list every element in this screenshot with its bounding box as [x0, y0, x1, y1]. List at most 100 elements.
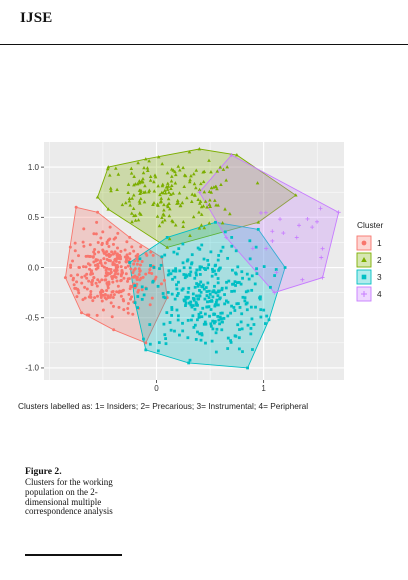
point-cluster-3 — [241, 350, 244, 354]
point-cluster-2 — [224, 178, 228, 182]
point-cluster-1 — [99, 236, 103, 240]
point-cluster-2 — [127, 196, 132, 200]
point-cluster-2 — [108, 186, 113, 190]
point-cluster-3 — [249, 305, 253, 309]
x-tick-label: 1 — [261, 384, 266, 393]
point-cluster-3 — [265, 314, 269, 318]
point-cluster-3 — [171, 269, 175, 273]
point-cluster-3 — [204, 322, 208, 326]
point-cluster-3 — [181, 261, 185, 265]
point-cluster-2 — [167, 201, 171, 205]
point-cluster-2 — [209, 190, 214, 194]
point-cluster-1 — [115, 253, 119, 257]
point-cluster-1 — [107, 238, 111, 242]
point-cluster-2 — [188, 233, 192, 237]
point-cluster-1 — [89, 290, 93, 294]
point-cluster-2 — [169, 192, 173, 196]
point-cluster-1 — [148, 268, 152, 272]
point-cluster-1 — [124, 260, 128, 264]
point-cluster-3 — [248, 239, 252, 243]
point-cluster-1 — [123, 255, 127, 259]
point-cluster-3 — [245, 272, 249, 276]
point-cluster-1 — [103, 251, 107, 255]
point-cluster-1 — [77, 254, 81, 258]
point-cluster-3 — [207, 289, 211, 293]
point-cluster-3 — [206, 300, 209, 304]
point-cluster-3 — [174, 267, 178, 271]
point-cluster-3 — [200, 332, 204, 335]
point-cluster-3 — [230, 236, 234, 239]
point-cluster-3 — [243, 296, 247, 300]
point-cluster-3 — [214, 300, 218, 304]
point-cluster-3 — [251, 348, 254, 351]
point-cluster-4 — [264, 246, 269, 251]
point-cluster-3 — [216, 315, 220, 318]
point-cluster-4 — [319, 255, 324, 260]
point-cluster-1 — [110, 250, 114, 254]
point-cluster-1 — [137, 288, 141, 292]
point-cluster-3 — [182, 266, 186, 270]
point-cluster-3 — [197, 312, 201, 316]
point-cluster-2 — [129, 166, 134, 170]
point-cluster-1 — [89, 293, 93, 297]
point-cluster-1 — [96, 210, 100, 214]
point-cluster-3 — [184, 304, 187, 307]
point-cluster-1 — [100, 241, 104, 245]
point-cluster-3 — [239, 282, 243, 286]
point-cluster-1 — [128, 235, 132, 239]
point-cluster-3 — [144, 287, 148, 291]
point-cluster-3 — [198, 273, 202, 276]
point-cluster-3 — [227, 279, 231, 283]
point-cluster-3 — [181, 329, 185, 333]
figure-label: Figure 2. — [25, 466, 62, 477]
point-cluster-1 — [96, 264, 100, 268]
point-cluster-2 — [220, 221, 225, 225]
point-cluster-1 — [131, 271, 135, 275]
point-cluster-2 — [108, 173, 112, 177]
point-cluster-2 — [196, 197, 200, 201]
point-cluster-1 — [98, 280, 102, 284]
point-cluster-2 — [155, 214, 160, 218]
point-cluster-3 — [188, 358, 192, 362]
point-cluster-1 — [95, 313, 99, 317]
legend-symbol-4 — [361, 291, 367, 297]
point-cluster-4 — [263, 210, 268, 215]
point-cluster-2 — [208, 204, 213, 208]
legend-title: Cluster — [357, 220, 384, 230]
point-cluster-3 — [248, 257, 252, 261]
point-cluster-1 — [111, 242, 115, 246]
point-cluster-1 — [75, 280, 79, 284]
point-cluster-2 — [142, 165, 146, 170]
point-cluster-2 — [170, 174, 174, 178]
legend-label-4: 4 — [377, 289, 382, 299]
point-cluster-1 — [73, 249, 77, 253]
point-cluster-2 — [137, 179, 142, 183]
point-cluster-3 — [205, 290, 209, 293]
point-cluster-4 — [297, 223, 302, 228]
point-cluster-1 — [73, 241, 77, 245]
point-cluster-1 — [81, 265, 85, 269]
point-cluster-1 — [125, 240, 129, 244]
point-cluster-1 — [99, 293, 103, 297]
point-cluster-1 — [135, 257, 139, 261]
point-cluster-1 — [131, 312, 135, 316]
point-cluster-3 — [157, 341, 161, 344]
point-cluster-1 — [69, 263, 73, 267]
point-cluster-1 — [140, 260, 144, 264]
point-cluster-2 — [223, 207, 227, 211]
point-cluster-2 — [176, 164, 181, 168]
point-cluster-1 — [135, 262, 139, 266]
point-cluster-3 — [225, 280, 228, 284]
point-cluster-1 — [91, 255, 95, 259]
point-cluster-2 — [176, 201, 181, 205]
point-cluster-1 — [94, 281, 98, 285]
point-cluster-3 — [166, 291, 170, 294]
point-cluster-1 — [92, 232, 96, 236]
point-cluster-2 — [137, 201, 142, 205]
point-cluster-1 — [97, 250, 101, 254]
point-cluster-2 — [160, 161, 164, 166]
point-cluster-2 — [165, 245, 170, 249]
point-cluster-1 — [99, 259, 103, 263]
point-cluster-1 — [105, 266, 109, 270]
point-cluster-3 — [163, 296, 167, 300]
